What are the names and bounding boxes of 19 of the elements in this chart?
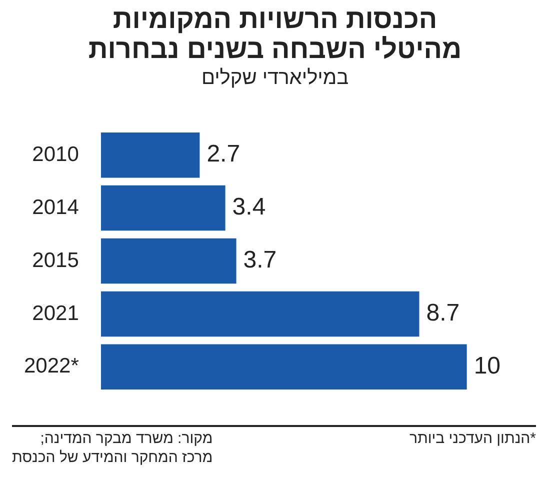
text: *הנתון העדכני ביותר (409, 429, 536, 449)
data-label: 8.7 (426, 300, 460, 327)
y-tick-label: 2021 (32, 302, 79, 325)
y-tick-label: 2010 (32, 142, 79, 166)
bar (100, 132, 200, 178)
data-label: 2.7 (206, 140, 240, 168)
chart-subtitle: במיליארדי שקלים (200, 66, 350, 90)
data-label: 3.4 (232, 194, 266, 221)
bar (100, 185, 226, 231)
chart-title: הכנסות הרשויות המקומיות מהיטלי השבחה בשנים נבחרות (87, 4, 463, 64)
y-tick-label: 2022* (24, 354, 79, 378)
data-label: 10 (474, 352, 501, 380)
y-tick-label: 2014 (32, 196, 80, 219)
text: מקור: משרד מבקר המדינה; מרכז המחקר והמידע של הכנסת (12, 429, 213, 467)
y-tick-label: 2015 (32, 248, 79, 272)
bar (100, 344, 467, 390)
bar (100, 238, 236, 284)
bar (100, 291, 420, 337)
data-label: 3.7 (243, 246, 277, 274)
